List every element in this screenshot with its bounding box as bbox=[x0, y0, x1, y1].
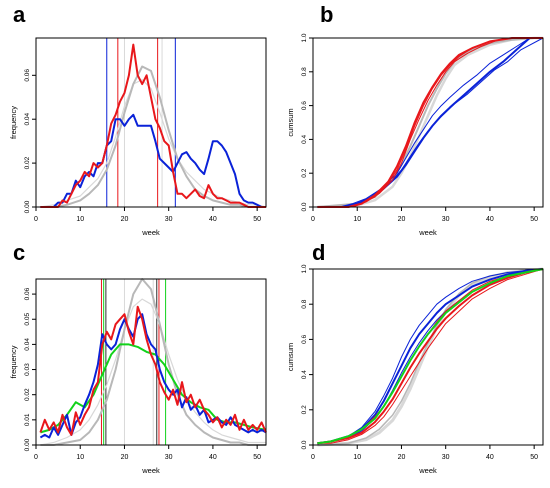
x-tick-label: 30 bbox=[442, 216, 450, 223]
x-tick-label: 0 bbox=[311, 454, 315, 461]
x-tick-label: 0 bbox=[311, 216, 315, 223]
series-line-red-8 bbox=[317, 268, 544, 445]
y-tick-label: 0.6 bbox=[301, 101, 308, 110]
series-line-blue-4 bbox=[317, 268, 544, 444]
x-tick-label: 50 bbox=[253, 216, 261, 223]
series-line-red-7 bbox=[317, 268, 544, 444]
x-tick-label: 50 bbox=[530, 454, 538, 461]
series-line-blue-4 bbox=[317, 37, 543, 208]
y-tick-label: 0.06 bbox=[24, 69, 31, 82]
panel-c: 0 10 20 30 40 50 0.00 0.01 0.02 0.03 0.04 0.05 0.06 w… bbox=[0, 241, 275, 483]
series-line-red-6 bbox=[317, 37, 543, 208]
series-line-lightgray-1 bbox=[317, 267, 544, 447]
chart-b: 0 10 20 30 40 50 0.0 0.2 0.4 0.6 0.8 1.0 week cumsum bbox=[286, 33, 544, 237]
series-line-red-6 bbox=[317, 268, 544, 444]
panel-label-b: b bbox=[320, 2, 334, 27]
x-tick-label: 0 bbox=[34, 216, 38, 223]
series-line-blue-3 bbox=[317, 37, 544, 208]
plot-frame bbox=[312, 268, 544, 446]
chart-c: 0 10 20 30 40 50 0.00 0.01 0.02 0.03 0.04 0.05 0.06 w… bbox=[9, 278, 267, 475]
x-tick-label: 10 bbox=[353, 216, 361, 223]
x-tick-label: 10 bbox=[76, 216, 84, 223]
panel-a: 0 10 20 30 40 50 0.00 0.02 0.04 0.06 week frequency… bbox=[0, 0, 275, 241]
x-tick-label: 30 bbox=[165, 454, 173, 461]
series-line-lightgray-1 bbox=[40, 79, 267, 208]
panel-b: 0 10 20 30 40 50 0.0 0.2 0.4 0.6 0.8 1.0 week cumsum … bbox=[275, 0, 550, 241]
y-tick-label: 0.05 bbox=[24, 313, 31, 326]
y-tick-label: 0.8 bbox=[301, 299, 308, 308]
x-axis-label: week bbox=[141, 228, 160, 237]
x-tick-label: 30 bbox=[442, 454, 450, 461]
series-line-lightgray-1 bbox=[317, 36, 543, 209]
series-line-red-4 bbox=[40, 43, 266, 208]
x-tick-label: 30 bbox=[165, 216, 173, 223]
series-line-blue-3 bbox=[40, 113, 266, 208]
series-line-gray-2 bbox=[40, 65, 266, 208]
x-tick-label: 40 bbox=[486, 454, 494, 461]
y-axis-label: frequency bbox=[9, 345, 18, 378]
panel-label-c: c bbox=[13, 240, 26, 265]
series-line-red-5 bbox=[39, 305, 267, 436]
series-line-gray-2 bbox=[317, 37, 543, 208]
y-tick-label: 0.04 bbox=[24, 338, 31, 351]
y-tick-label: 0.0 bbox=[301, 202, 308, 211]
y-tick-label: 1.0 bbox=[301, 264, 308, 273]
x-axis-label: week bbox=[141, 466, 160, 475]
y-axis-label: frequency bbox=[9, 106, 18, 139]
x-axis-label: week bbox=[418, 228, 437, 237]
series-line-red-8 bbox=[317, 37, 543, 208]
y-tick-label: 0.02 bbox=[24, 156, 31, 169]
x-tick-label: 20 bbox=[398, 454, 406, 461]
series-line-gray-2 bbox=[40, 278, 266, 446]
plot-frame bbox=[35, 278, 267, 446]
x-tick-label: 10 bbox=[353, 454, 361, 461]
y-tick-label: 0.4 bbox=[301, 370, 308, 379]
x-tick-label: 10 bbox=[76, 454, 84, 461]
series-line-green-9 bbox=[317, 268, 544, 445]
x-tick-label: 40 bbox=[209, 216, 217, 223]
panel-label-a: a bbox=[13, 2, 26, 27]
series-line-blue-3 bbox=[317, 268, 544, 444]
x-tick-label: 50 bbox=[253, 454, 261, 461]
panel-label-d: d bbox=[312, 240, 326, 265]
panel-d: 0 10 20 30 40 50 0.0 0.2 0.4 0.6 0.8 1.0 week cumsum … bbox=[275, 241, 550, 483]
y-tick-label: 0.4 bbox=[301, 135, 308, 144]
y-tick-label: 0.2 bbox=[301, 405, 308, 414]
y-axis-label: cumsum bbox=[286, 108, 295, 136]
y-tick-label: 0.00 bbox=[24, 200, 31, 213]
plot-frame bbox=[312, 37, 544, 208]
y-tick-label: 0.02 bbox=[24, 388, 31, 401]
x-tick-label: 50 bbox=[530, 216, 538, 223]
y-tick-label: 0.06 bbox=[24, 287, 31, 300]
y-axis-label: cumsum bbox=[286, 343, 295, 371]
x-tick-label: 20 bbox=[398, 216, 406, 223]
series-line-red-7 bbox=[317, 37, 543, 208]
x-tick-label: 40 bbox=[486, 216, 494, 223]
series-line-blue-5 bbox=[317, 268, 544, 445]
chart-a: 0 10 20 30 40 50 0.00 0.02 0.04 0.06 week frequency bbox=[9, 37, 267, 237]
x-axis-label: week bbox=[418, 466, 437, 475]
y-tick-label: 0.0 bbox=[301, 440, 308, 449]
y-tick-label: 0.04 bbox=[24, 113, 31, 126]
y-tick-label: 1.0 bbox=[301, 33, 308, 42]
series-line-blue-5 bbox=[317, 37, 543, 208]
y-tick-label: 0.03 bbox=[24, 363, 31, 376]
x-tick-label: 20 bbox=[121, 454, 129, 461]
x-tick-label: 40 bbox=[209, 454, 217, 461]
x-tick-label: 20 bbox=[121, 216, 129, 223]
y-tick-label: 0.2 bbox=[301, 168, 308, 177]
plot-frame bbox=[35, 37, 267, 208]
series-line-gray-2 bbox=[317, 268, 544, 446]
y-tick-label: 0.6 bbox=[301, 335, 308, 344]
y-tick-label: 0.00 bbox=[24, 438, 31, 451]
chart-d: 0 10 20 30 40 50 0.0 0.2 0.4 0.6 0.8 1.0 week cumsum bbox=[286, 264, 544, 475]
y-tick-label: 0.01 bbox=[24, 413, 31, 426]
y-tick-label: 0.8 bbox=[301, 67, 308, 76]
x-tick-label: 0 bbox=[34, 454, 38, 461]
